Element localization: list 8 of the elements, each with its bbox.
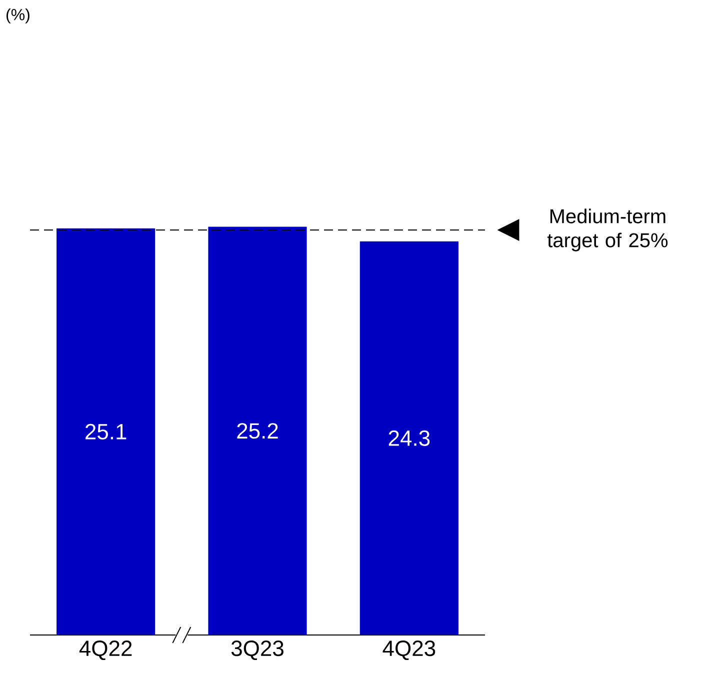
x-tick-label: 4Q22: [79, 640, 132, 660]
data-label: 24.3: [388, 430, 430, 446]
data-label: 25.1: [86, 424, 126, 440]
ref-line-label: Medium-term target of 25%: [547, 208, 668, 252]
data-label: 25.2: [237, 423, 278, 439]
text: (%): [6, 8, 30, 24]
x-tick-label: 3Q23: [231, 640, 284, 660]
x-tick-label: 4Q23: [382, 640, 436, 660]
